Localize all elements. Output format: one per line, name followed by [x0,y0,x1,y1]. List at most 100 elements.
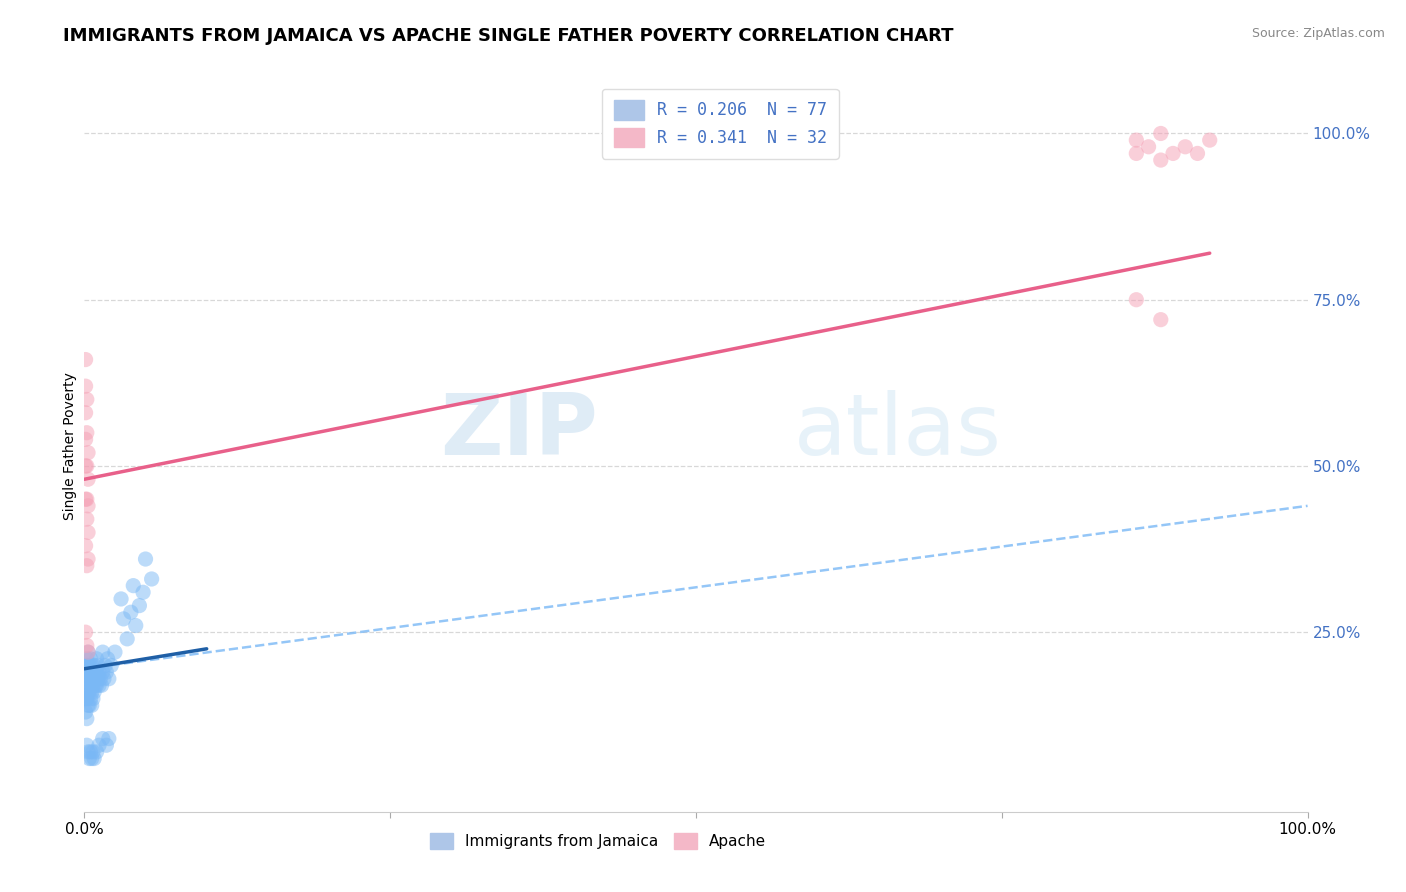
Point [77,685,100,699]
Point [97,672,120,686]
Point [91,731,114,746]
Point [75,406,97,420]
Point [80,685,103,699]
Point [75,658,97,673]
Point [100,658,122,673]
Text: Source: ZipAtlas.com: Source: ZipAtlas.com [1251,27,1385,40]
Point [87,672,110,686]
Point [1198,133,1220,147]
Text: atlas: atlas [794,390,1002,473]
Point [77,645,100,659]
Text: IMMIGRANTS FROM JAMAICA VS APACHE SINGLE FATHER POVERTY CORRELATION CHART: IMMIGRANTS FROM JAMAICA VS APACHE SINGLE… [63,27,953,45]
Point [76,492,98,507]
Point [77,525,100,540]
Point [97,731,120,746]
Point [1187,146,1209,161]
Point [75,458,97,473]
Point [96,738,118,752]
Point [87,665,110,679]
Point [122,579,145,593]
Point [76,691,98,706]
Legend: Immigrants from Jamaica, Apache: Immigrants from Jamaica, Apache [425,827,772,855]
Point [84,678,107,692]
Point [83,751,105,765]
Point [104,645,127,659]
Point [1161,146,1184,161]
Point [82,691,104,706]
Point [75,672,97,686]
Y-axis label: Single Father Poverty: Single Father Poverty [63,372,77,520]
Point [77,698,100,713]
Point [75,352,97,367]
Point [96,665,118,679]
Point [76,512,98,526]
Point [75,379,97,393]
Point [77,685,100,699]
Point [1125,146,1147,161]
Point [83,685,105,699]
Point [1150,153,1173,167]
Point [82,745,104,759]
Point [77,645,100,659]
Point [110,591,132,606]
Point [77,445,100,459]
Point [1125,133,1147,147]
Point [75,685,97,699]
Point [76,458,98,473]
Point [77,751,100,765]
Point [1150,312,1173,326]
Point [82,665,104,679]
Point [90,678,112,692]
Point [79,678,101,692]
Point [79,665,101,679]
Point [75,691,97,706]
Point [1137,140,1160,154]
Point [87,658,110,673]
Point [141,572,163,586]
Point [76,665,98,679]
Point [75,539,97,553]
Point [77,499,100,513]
Point [77,672,100,686]
Point [125,618,148,632]
Point [76,712,98,726]
Point [1150,127,1173,141]
Point [97,652,120,666]
Point [76,558,98,573]
Point [75,665,97,679]
Point [89,672,111,686]
Point [75,433,97,447]
Point [83,658,105,673]
Point [86,652,108,666]
Point [76,678,98,692]
Point [83,672,105,686]
Point [77,658,100,673]
Point [80,698,103,713]
Point [77,745,100,759]
Point [76,639,98,653]
Point [77,552,100,566]
Point [76,738,98,752]
Point [79,691,101,706]
Point [82,678,104,692]
Point [115,632,138,646]
Point [75,625,97,640]
Point [76,392,98,407]
Point [91,665,114,679]
Point [79,745,101,759]
Point [93,672,115,686]
Text: ZIP: ZIP [440,390,598,473]
Point [80,751,103,765]
Point [1174,140,1197,154]
Point [94,658,117,673]
Point [87,738,110,752]
Point [132,585,155,599]
Point [87,678,110,692]
Point [135,552,157,566]
Point [77,698,100,713]
Point [1125,293,1147,307]
Point [80,658,103,673]
Point [91,645,114,659]
Point [75,705,97,719]
Point [76,652,98,666]
